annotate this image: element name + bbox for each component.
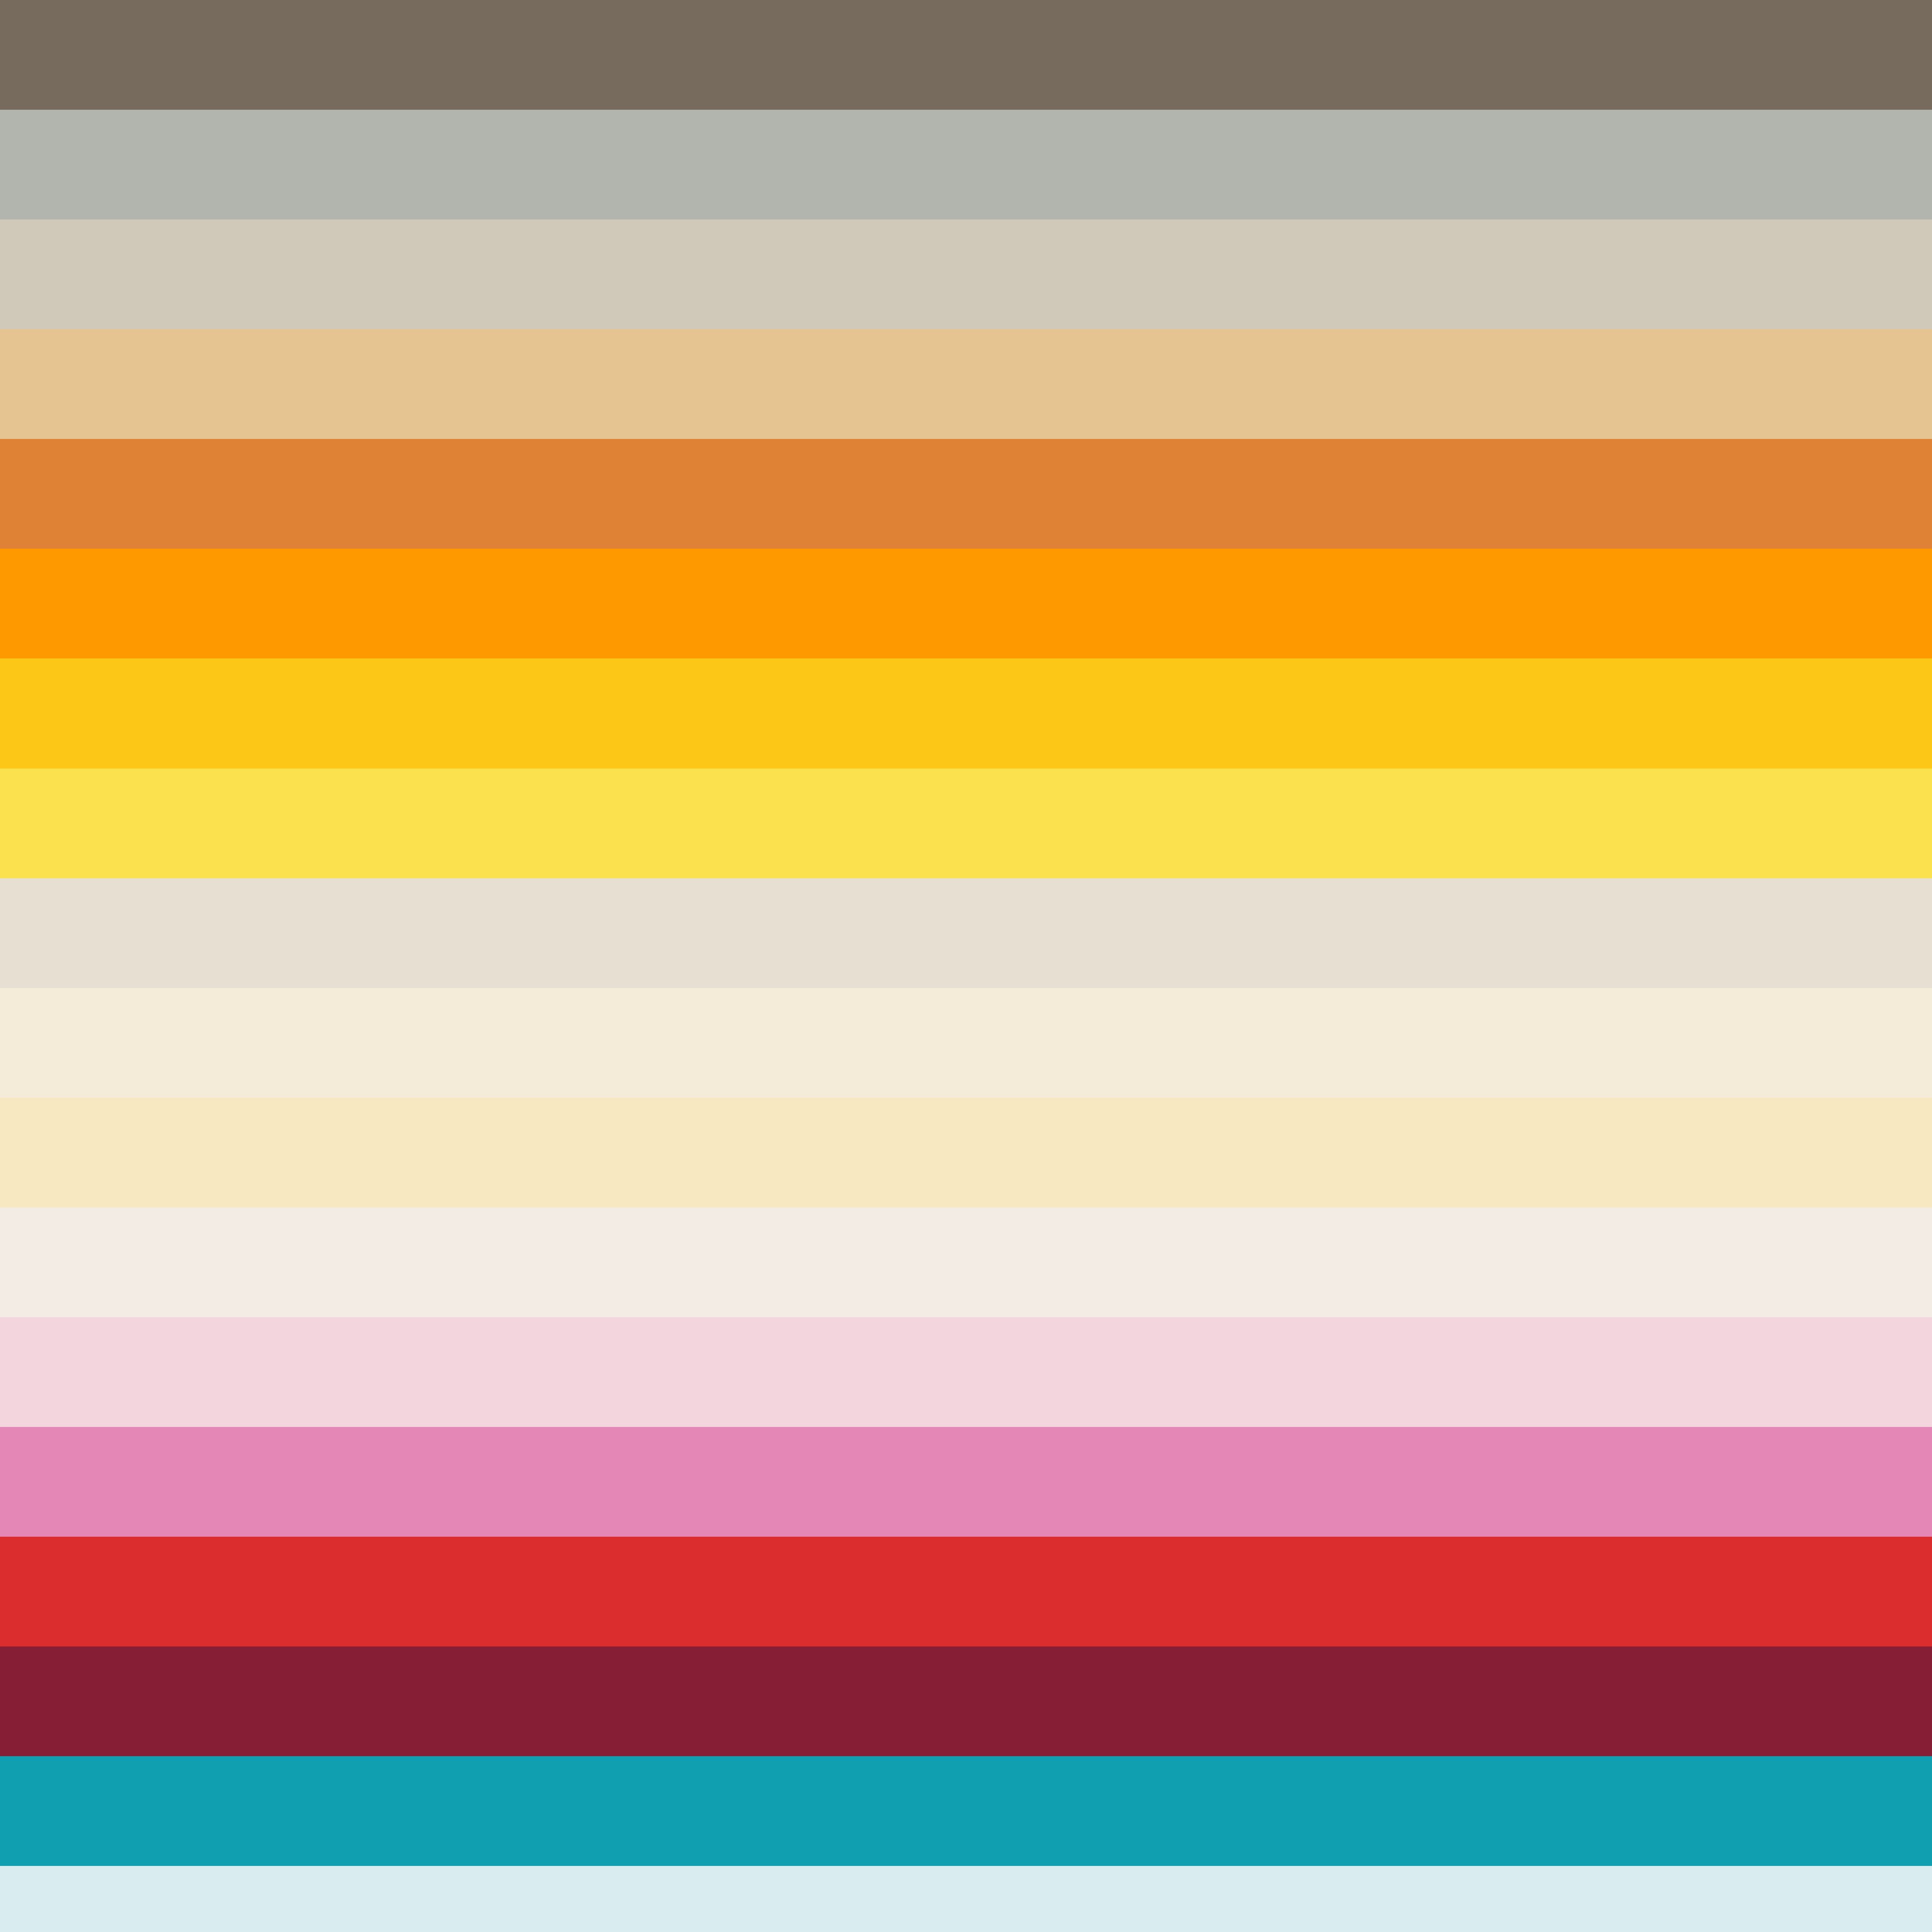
colour-swatch[interactable]: URBAN GREY: [0, 0, 1932, 110]
colour-swatch[interactable]: CITRUS YELLOW: [0, 768, 1932, 878]
colour-swatch[interactable]: IVORY: [0, 988, 1932, 1098]
colour-swatch[interactable]: CHERRY: [0, 1646, 1932, 1757]
colour-swatch[interactable]: CALIFORNIAN BLUE: [0, 1756, 1932, 1866]
colour-swatch[interactable]: ORANGE: [0, 439, 1932, 549]
colour-swatch[interactable]: BABY PINK: [0, 1317, 1932, 1427]
colour-swatch[interactable]: POPPY: [0, 1537, 1932, 1647]
colour-swatch[interactable]: GREY: [0, 219, 1932, 330]
colour-swatch[interactable]: BLUSH: [0, 1427, 1932, 1537]
colour-swatch[interactable]: CLOUD: [0, 878, 1932, 988]
colour-swatch[interactable]: FAWN: [0, 329, 1932, 439]
colour-swatch[interactable]: OYSTER: [0, 1207, 1932, 1317]
colour-swatch[interactable]: STORM GREY: [0, 110, 1932, 220]
colour-swatch[interactable]: VANILLA: [0, 1097, 1932, 1208]
colour-swatch[interactable]: OLD GOLD: [0, 549, 1932, 659]
colour-swatch[interactable]: SUNSHINE YELLOW: [0, 658, 1932, 769]
colour-swatch[interactable]: LIGHT BLUE: [0, 1866, 1932, 1932]
